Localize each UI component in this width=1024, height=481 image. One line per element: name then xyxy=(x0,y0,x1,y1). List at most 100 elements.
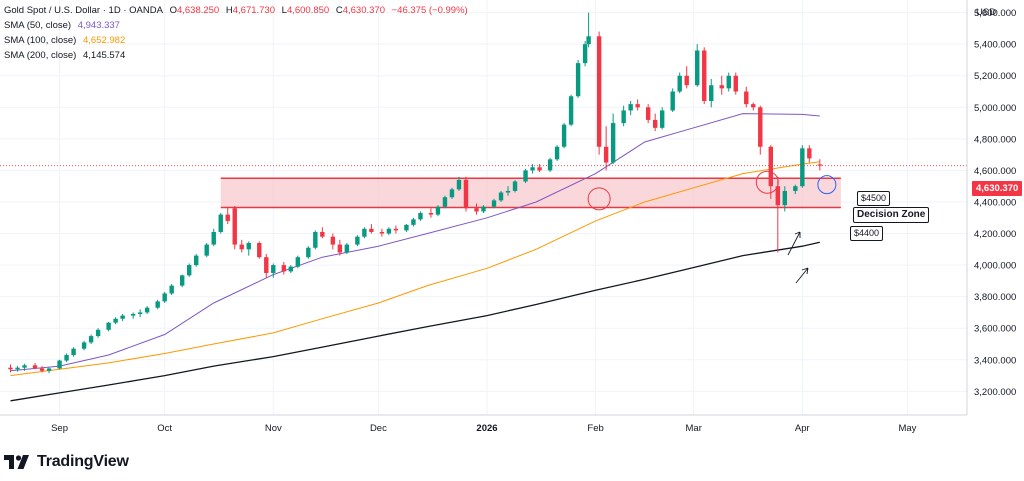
y-tick-label: 4,200.000 xyxy=(974,229,1016,240)
candle-body xyxy=(523,170,528,182)
candle-body xyxy=(344,244,350,253)
candle-body xyxy=(239,244,244,250)
decision-zone-fill xyxy=(220,178,841,208)
candle-body xyxy=(435,206,441,215)
candle-body xyxy=(330,236,336,245)
sma200-value: 4,145.574 xyxy=(82,50,126,61)
candle-body xyxy=(32,365,38,369)
candle-body xyxy=(428,213,434,215)
candle-body xyxy=(782,190,788,206)
x-tick-label: 2026 xyxy=(476,423,497,434)
candle-body xyxy=(288,266,294,272)
arrow-up-icon xyxy=(787,231,801,256)
candle-body xyxy=(313,231,318,248)
legend-sma200-row[interactable]: SMA (200, close) 4,145.574 xyxy=(4,48,472,63)
legend-close-value: 4,630.370 xyxy=(342,5,385,16)
candle-body xyxy=(379,231,385,234)
level-4400-label[interactable]: $4400 xyxy=(850,226,884,241)
y-tick-label: 4,600.000 xyxy=(974,166,1016,177)
candle-body xyxy=(621,110,626,124)
candle-body xyxy=(582,44,588,64)
candle-body xyxy=(817,164,823,166)
x-tick-label: May xyxy=(898,423,916,434)
candle-body xyxy=(442,197,448,207)
y-tick-label: 5,600.000 xyxy=(974,8,1016,19)
legend-sma50-row[interactable]: SMA (50, close) 4,943.337 xyxy=(4,18,472,33)
candle-body xyxy=(264,257,269,273)
legend-symbol-row: Gold Spot / U.S. Dollar · 1D · OANDA O4,… xyxy=(4,3,472,18)
candle-body xyxy=(257,243,262,258)
x-tick-label: Oct xyxy=(157,423,172,434)
legend-low-label: L xyxy=(281,5,287,16)
y-tick-label: 3,400.000 xyxy=(974,355,1016,366)
x-tick-label: Mar xyxy=(686,423,702,434)
candle-body xyxy=(88,336,94,343)
candle-body xyxy=(491,200,497,207)
candle-body xyxy=(211,231,216,245)
candle-body xyxy=(404,224,409,231)
legend-change: −46.375 (−0.99%) xyxy=(391,5,468,16)
candle-body xyxy=(807,148,812,159)
legend-low-value: 4,600.850 xyxy=(286,5,330,16)
chart-axes: 3,200.000 3,400.000 3,600.000 3,800.000 4,00… xyxy=(0,0,1016,434)
candle-body xyxy=(179,275,185,286)
candle-body xyxy=(57,360,62,369)
legend-sma100-row[interactable]: SMA (100, close) 4,652.982 xyxy=(4,33,472,48)
candle-body xyxy=(411,219,416,225)
candle-body xyxy=(744,91,749,105)
arrow-up-icon xyxy=(795,267,809,284)
y-tick-label: 5,200.000 xyxy=(974,71,1016,82)
candle-body xyxy=(218,214,223,232)
candle-body xyxy=(793,186,798,191)
legend-open-value: 4,638.250 xyxy=(176,5,220,16)
candle-body xyxy=(635,104,640,108)
y-tick-label: 3,600.000 xyxy=(974,324,1016,335)
candle-body xyxy=(137,312,143,315)
chart-legend: Gold Spot / U.S. Dollar · 1D · OANDA O4,… xyxy=(4,3,472,63)
currency-label[interactable]: USD xyxy=(976,7,997,18)
tradingview-brand[interactable]: TradingView xyxy=(4,449,129,475)
candle-body xyxy=(547,159,553,171)
sma100-line xyxy=(10,161,820,377)
candle-body xyxy=(204,244,209,256)
candle-body xyxy=(186,265,192,276)
candle-body xyxy=(81,342,87,349)
candle-body xyxy=(505,190,511,193)
candle-body xyxy=(659,110,665,128)
candle-body xyxy=(355,236,360,245)
sma50-value: 4,943.337 xyxy=(77,20,120,31)
sma50-label: SMA (50, close) xyxy=(4,20,72,31)
legend-high-value: 4,671.730 xyxy=(232,5,275,16)
candle-body xyxy=(575,63,581,97)
legend-close-label: C xyxy=(335,5,343,16)
candle-body xyxy=(393,228,399,231)
candle-body xyxy=(39,368,45,371)
candle-body xyxy=(596,36,602,147)
candle-body xyxy=(194,255,199,266)
candle-body xyxy=(22,365,27,368)
candle-body xyxy=(554,146,560,160)
candle-body xyxy=(702,50,707,101)
candle-body xyxy=(628,104,633,111)
y-tick-label: 3,200.000 xyxy=(974,387,1016,398)
y-tick-label: 5,000.000 xyxy=(974,103,1016,114)
x-tick-label: Dec xyxy=(370,423,387,434)
candle-body xyxy=(733,75,738,92)
candlestick-series xyxy=(8,12,823,374)
level-4500-label[interactable]: $4500 xyxy=(857,191,891,206)
candle-body xyxy=(369,228,374,232)
candle-body xyxy=(456,179,462,190)
tradingview-wordmark: TradingView xyxy=(37,453,129,470)
candle-body xyxy=(320,231,325,237)
sma100-label: SMA (100, close) xyxy=(4,35,77,46)
legend-open-label: O xyxy=(169,5,177,16)
candle-body xyxy=(709,85,714,101)
candle-body xyxy=(677,75,682,92)
candle-body xyxy=(695,50,700,86)
decision-zone-label[interactable]: Decision Zone xyxy=(853,207,930,223)
x-tick-label: Feb xyxy=(587,423,603,434)
candle-body xyxy=(684,75,689,86)
candle-body xyxy=(246,243,251,250)
candle-body xyxy=(768,146,773,187)
